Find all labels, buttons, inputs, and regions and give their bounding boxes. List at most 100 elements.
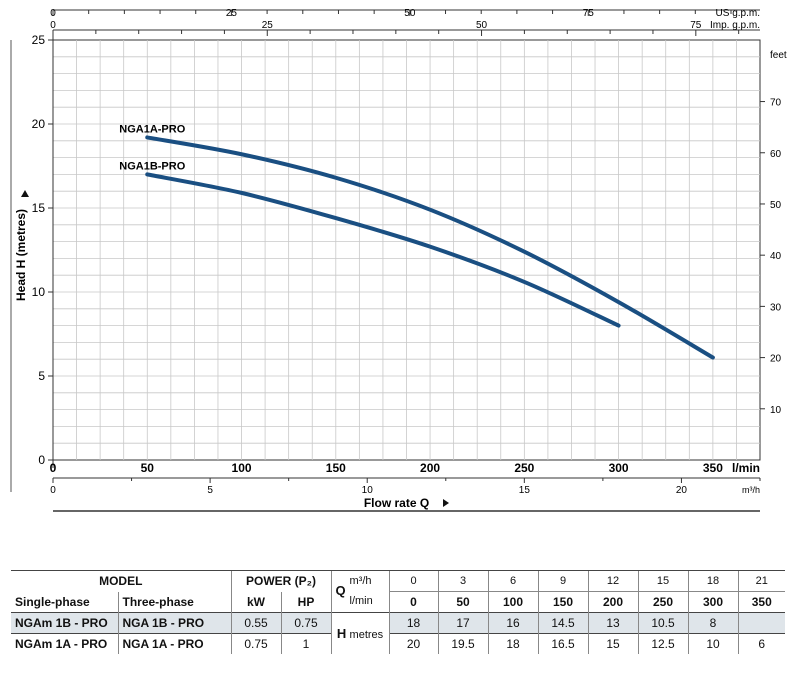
q-m3h-2: 6: [487, 570, 538, 592]
q-m3h-7: 21: [737, 570, 785, 592]
feet-tick-label: 40: [770, 251, 782, 262]
q-lmin-1: 50: [437, 591, 488, 613]
row1-h-4: 13: [587, 612, 638, 634]
q-lmin-6: 300: [687, 591, 738, 613]
x-tick-label: 0: [50, 461, 57, 475]
y-tick-label: 5: [38, 369, 45, 383]
row2-h-2: 18: [487, 633, 538, 654]
m3h-tick-label: 10: [362, 485, 374, 496]
m3h-tick-label: 0: [50, 485, 56, 496]
chart-series: [145, 135, 715, 360]
row2-h-1: 19.5: [437, 633, 488, 654]
row2-single: NGAm 1A - PRO: [11, 633, 118, 654]
q-unit-m3h: m³/h: [349, 575, 372, 587]
series-line-nga1b-pro: [145, 172, 621, 328]
table-row: NGAm 1A - PRO NGA 1A - PRO 0.75 1 20 19.…: [11, 633, 785, 654]
q-lmin-7: 350: [737, 591, 785, 613]
imp-gpm-tick-label: 50: [476, 20, 488, 31]
x-tick-label: 250: [514, 461, 534, 475]
us-gpm-tick-label: 0: [50, 8, 56, 19]
x-tick-label: 150: [326, 461, 346, 475]
chart-grid: [52, 39, 761, 461]
y-tick-label: 25: [32, 33, 46, 47]
imp-gpm-tick-label: 25: [262, 20, 274, 31]
row1-h-6: 8: [687, 612, 738, 634]
x-axis-arrow-icon: [443, 499, 449, 507]
q-unit-cell: Q m³/h l/min: [330, 570, 389, 613]
q-m3h-3: 9: [537, 570, 588, 592]
row1-h-5: 10.5: [637, 612, 688, 634]
row2-kw: 0.75: [230, 633, 281, 654]
power-header: POWER (P₂): [230, 570, 331, 592]
q-lmin-4: 200: [587, 591, 638, 613]
x-unit-label: l/min: [732, 461, 760, 475]
row2-hp: 1: [280, 633, 331, 654]
imp-gpm-tick-label: 0: [50, 20, 56, 31]
feet-tick-label: 30: [770, 302, 782, 313]
m3h-tick-label: 5: [207, 485, 213, 496]
row1-h-3: 14.5: [537, 612, 588, 634]
model-header: MODEL: [11, 570, 231, 592]
row2-h-5: 12.5: [637, 633, 688, 654]
chart-axes: [10, 9, 765, 512]
kw-header: kW: [230, 591, 281, 613]
y-tick-label: 20: [32, 117, 46, 131]
row2-three: NGA 1A - PRO: [117, 633, 231, 654]
q-lmin-0: 0: [388, 591, 438, 613]
x-tick-label: 200: [420, 461, 440, 475]
x-tick-label: 300: [609, 461, 629, 475]
three-phase-header: Three-phase: [117, 591, 231, 613]
m3h-tick-label: 15: [519, 485, 531, 496]
q-lmin-3: 150: [537, 591, 588, 613]
row1-h-7: [737, 612, 785, 634]
feet-tick-label: 50: [770, 200, 782, 211]
row2-h-6: 10: [687, 633, 738, 654]
m3h-axis-label: m³/h: [742, 485, 760, 495]
row2-h-4: 15: [587, 633, 638, 654]
spec-table-wrapper: MODEL POWER (P₂) Q m³/h l/min 0 3 6 9 12…: [11, 570, 785, 654]
q-m3h-1: 3: [437, 570, 488, 592]
y-axis-arrow-icon: [21, 190, 29, 197]
series-label: NGA1B-PRO: [119, 160, 185, 172]
imp-gpm-tick-label: 75: [690, 20, 702, 31]
row1-h-1: 17: [437, 612, 488, 634]
row2-h-0: 20: [388, 633, 438, 654]
hp-header: HP: [280, 591, 331, 613]
q-m3h-6: 18: [687, 570, 738, 592]
us-gpm-axis-label: US g.p.m.: [716, 8, 760, 19]
us-gpm-tick-label: 25: [226, 8, 238, 19]
table-row: NGAm 1B - PRO NGA 1B - PRO 0.55 0.75 H m…: [11, 612, 785, 654]
q-letter: Q: [335, 583, 346, 598]
q-lmin-5: 250: [637, 591, 688, 613]
spec-table: MODEL POWER (P₂) Q m³/h l/min 0 3 6 9 12…: [11, 570, 785, 654]
x-tick-label: 350: [703, 461, 723, 475]
h-unit: metres: [349, 629, 384, 641]
row1-hp: 0.75: [280, 612, 331, 634]
single-phase-header: Single-phase: [15, 594, 90, 609]
us-gpm-tick-label: 50: [404, 8, 416, 19]
q-m3h-0: 0: [388, 570, 438, 592]
q-m3h-4: 12: [587, 570, 638, 592]
y-tick-label: 10: [32, 285, 46, 299]
row1-h-0: 18: [388, 612, 438, 634]
y-axis-label: Head H (metres): [14, 209, 28, 301]
feet-axis-label: feet: [770, 50, 787, 61]
x-tick-label: 50: [141, 461, 155, 475]
q-unit-lmin: l/min: [349, 595, 373, 607]
feet-tick-label: 20: [770, 354, 782, 365]
feet-tick-label: 60: [770, 149, 782, 160]
series-label: NGA1A-PRO: [119, 123, 185, 135]
imp-gpm-axis-label: Imp. g.p.m.: [710, 20, 760, 31]
x-tick-label: 100: [232, 461, 252, 475]
row2-h-7: 6: [737, 633, 785, 654]
m3h-tick-label: 20: [676, 485, 688, 496]
x-axis-label: Flow rate Q: [364, 496, 429, 510]
q-m3h-5: 15: [637, 570, 688, 592]
us-gpm-tick-label: 75: [583, 8, 595, 19]
feet-tick-label: 70: [770, 98, 782, 109]
row1-three: NGA 1B - PRO: [117, 612, 231, 634]
row1-h-2: 16: [487, 612, 538, 634]
q-lmin-2: 100: [487, 591, 538, 613]
